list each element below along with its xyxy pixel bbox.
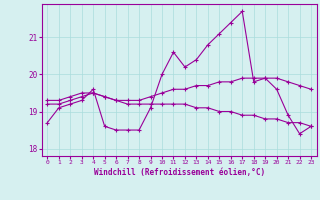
X-axis label: Windchill (Refroidissement éolien,°C): Windchill (Refroidissement éolien,°C) — [94, 168, 265, 177]
